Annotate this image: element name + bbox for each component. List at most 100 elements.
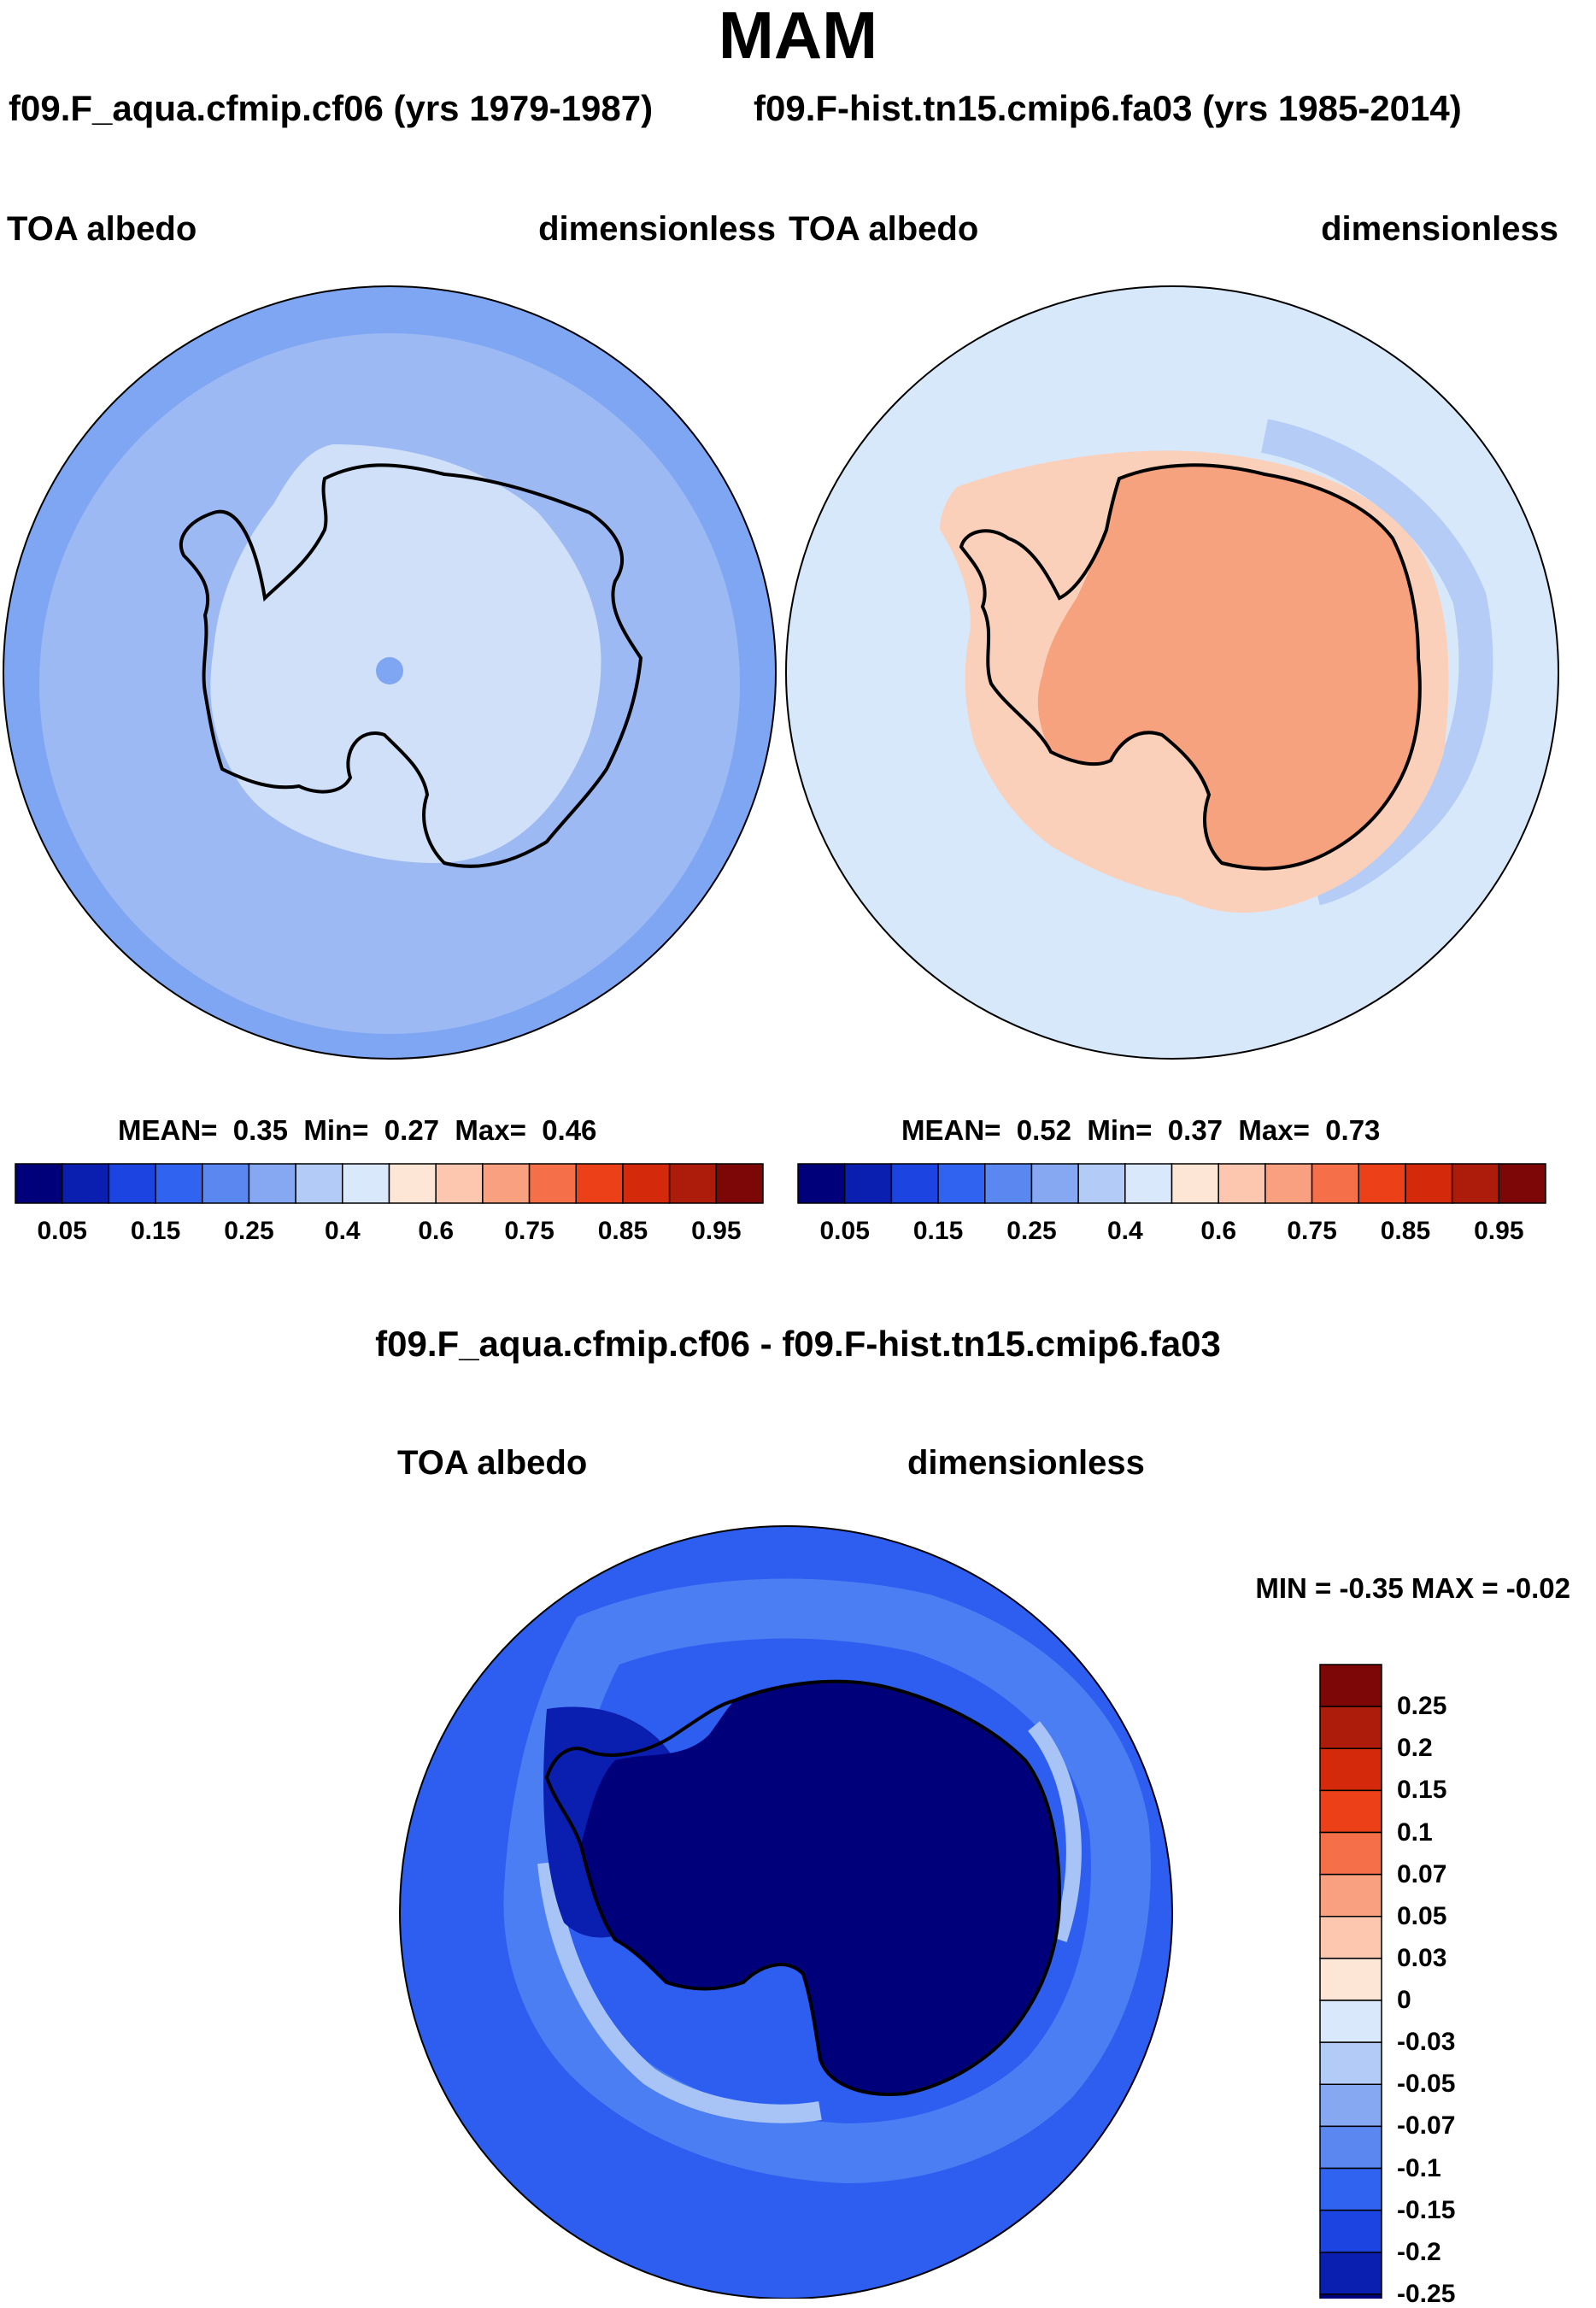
diff-colorbar-swatch xyxy=(1319,2041,1382,2085)
colorbar-swatch xyxy=(1124,1163,1173,1204)
left-stats: MEAN= 0.35 Min= 0.27 Max= 0.46 xyxy=(118,1114,597,1146)
colorbar-swatch xyxy=(1451,1163,1500,1204)
diff-colorbar-tick-label: -0.2 xyxy=(1397,2237,1441,2266)
diff-variable-label: TOA albedo xyxy=(397,1444,588,1482)
colorbar-swatch xyxy=(715,1163,764,1204)
left-panel-case-title: f09.F_aqua.cfmip.cf06 (yrs 1979-1987) xyxy=(9,88,654,128)
diff-colorbar-tick-label: 0 xyxy=(1397,1986,1411,2014)
left-antarctica-coastline xyxy=(179,463,643,868)
colorbar-swatch xyxy=(1358,1163,1406,1204)
diff-colorbar-tick-label: 0.15 xyxy=(1397,1776,1447,1805)
diff-colorbar-tick-label: 0.25 xyxy=(1397,1692,1447,1721)
right-units-label: dimensionless xyxy=(1321,210,1558,248)
diff-colorbar-swatch xyxy=(1319,2252,1382,2295)
colorbar-swatch xyxy=(1311,1163,1359,1204)
colorbar-swatch xyxy=(295,1163,343,1204)
diff-colorbar-swatch xyxy=(1319,1958,1382,2001)
colorbar-swatch xyxy=(202,1163,250,1204)
colorbar-tick-label: 0.95 xyxy=(1474,1217,1524,1245)
colorbar-tick-label: 0.4 xyxy=(1106,1217,1143,1245)
diff-colorbar-swatch xyxy=(1319,1831,1382,1876)
diff-colorbar-swatch xyxy=(1319,2293,1382,2299)
diff-colorbar-swatch xyxy=(1319,2083,1382,2128)
colorbar-swatch xyxy=(984,1163,1033,1204)
diff-colorbar-tick-label: -0.05 xyxy=(1397,2070,1456,2099)
left-map-border xyxy=(3,285,777,1060)
diff-colorbar-tick-label: -0.15 xyxy=(1397,2195,1456,2224)
diff-units-label: dimensionless xyxy=(907,1444,1145,1482)
diff-colorbar-swatch xyxy=(1319,1747,1382,1792)
diff-map xyxy=(399,1525,1173,2299)
colorbar-swatch xyxy=(155,1163,203,1204)
colorbar-swatch xyxy=(528,1163,577,1204)
colorbar-tick-label: 0.05 xyxy=(819,1217,870,1245)
left-units-label: dimensionless xyxy=(538,210,776,248)
colorbar-tick-label: 0.75 xyxy=(504,1217,554,1245)
colorbar-tick-label: 0.95 xyxy=(691,1217,742,1245)
colorbar-swatch xyxy=(108,1163,156,1204)
diff-colorbar-tick-label: 0.2 xyxy=(1397,1734,1433,1763)
colorbar-swatch xyxy=(575,1163,624,1204)
colorbar-tick-label: 0.25 xyxy=(1006,1217,1057,1245)
left-colorbar xyxy=(15,1163,764,1204)
colorbar-swatch xyxy=(937,1163,986,1204)
left-variable-label: TOA albedo xyxy=(7,210,197,248)
diff-colorbar-swatch xyxy=(1319,1873,1382,1917)
right-colorbar xyxy=(797,1163,1546,1204)
diff-antarctica-coastline xyxy=(544,1679,1062,2096)
diff-continent-fill xyxy=(581,1681,1059,2094)
colorbar-swatch xyxy=(61,1163,110,1204)
right-stats: MEAN= 0.52 Min= 0.37 Max= 0.73 xyxy=(901,1114,1381,1146)
colorbar-swatch xyxy=(1218,1163,1266,1204)
right-panel-case-title: f09.F-hist.tn15.cmip6.fa03 (yrs 1985-201… xyxy=(754,88,1462,128)
diff-colorbar-swatch xyxy=(1319,2125,1382,2170)
colorbar-swatch xyxy=(843,1163,893,1204)
colorbar-tick-label: 0.6 xyxy=(1200,1217,1237,1245)
diff-colorbar-tick-label: 0.05 xyxy=(1397,1901,1447,1930)
colorbar-swatch xyxy=(1498,1163,1546,1204)
diff-minmax: MIN = -0.35 MAX = -0.02 xyxy=(1255,1572,1570,1604)
colorbar-tick-label: 0.75 xyxy=(1287,1217,1337,1245)
colorbar-tick-label: 0.85 xyxy=(597,1217,648,1245)
diff-colorbar xyxy=(1319,1664,1382,2299)
left-pole-dot xyxy=(376,657,403,684)
right-antarctica-coastline xyxy=(959,463,1422,871)
right-continent-fill xyxy=(1037,465,1420,869)
diff-colorbar-swatch xyxy=(1319,2209,1382,2253)
colorbar-swatch xyxy=(668,1163,718,1204)
colorbar-tick-label: 0.4 xyxy=(324,1217,361,1245)
colorbar-swatch xyxy=(1030,1163,1079,1204)
colorbar-swatch xyxy=(890,1163,939,1204)
diff-light-band xyxy=(537,1861,822,2123)
colorbar-swatch xyxy=(622,1163,671,1204)
colorbar-swatch xyxy=(1264,1163,1313,1204)
colorbar-swatch xyxy=(797,1163,846,1204)
left-sea-ice-zone xyxy=(210,444,601,863)
colorbar-tick-label: 0.05 xyxy=(37,1217,87,1245)
colorbar-swatch xyxy=(482,1163,531,1204)
colorbar-swatch xyxy=(1077,1163,1126,1204)
diff-ring-band xyxy=(503,1578,1151,2184)
colorbar-tick-label: 0.85 xyxy=(1380,1217,1431,1245)
diff-colorbar-tick-label: -0.03 xyxy=(1397,2028,1456,2057)
diff-colorbar-swatch xyxy=(1319,2167,1382,2211)
diff-colorbar-tick-label: -0.07 xyxy=(1397,2111,1456,2141)
colorbar-swatch xyxy=(15,1163,63,1204)
diff-title: f09.F_aqua.cfmip.cf06 - f09.F-hist.tn15.… xyxy=(375,1324,1221,1364)
diff-colorbar-tick-label: -0.1 xyxy=(1397,2153,1441,2182)
figure-title: MAM xyxy=(718,0,878,73)
diff-colorbar-tick-label: 0.03 xyxy=(1397,1943,1447,1972)
colorbar-tick-label: 0.15 xyxy=(130,1217,181,1245)
diff-colorbar-tick-label: 0.1 xyxy=(1397,1818,1433,1847)
colorbar-swatch xyxy=(248,1163,296,1204)
diff-colorbar-tick-label: 0.07 xyxy=(1397,1859,1447,1888)
colorbar-swatch xyxy=(342,1163,390,1204)
colorbar-swatch xyxy=(435,1163,484,1204)
diff-colorbar-swatch xyxy=(1319,1706,1382,1749)
left-map xyxy=(3,285,777,1060)
colorbar-swatch xyxy=(388,1163,437,1204)
colorbar-tick-label: 0.15 xyxy=(912,1217,964,1245)
diff-colorbar-swatch xyxy=(1319,1916,1382,1959)
diff-colorbar-swatch xyxy=(1319,2000,1382,2043)
colorbar-tick-label: 0.6 xyxy=(418,1217,455,1245)
